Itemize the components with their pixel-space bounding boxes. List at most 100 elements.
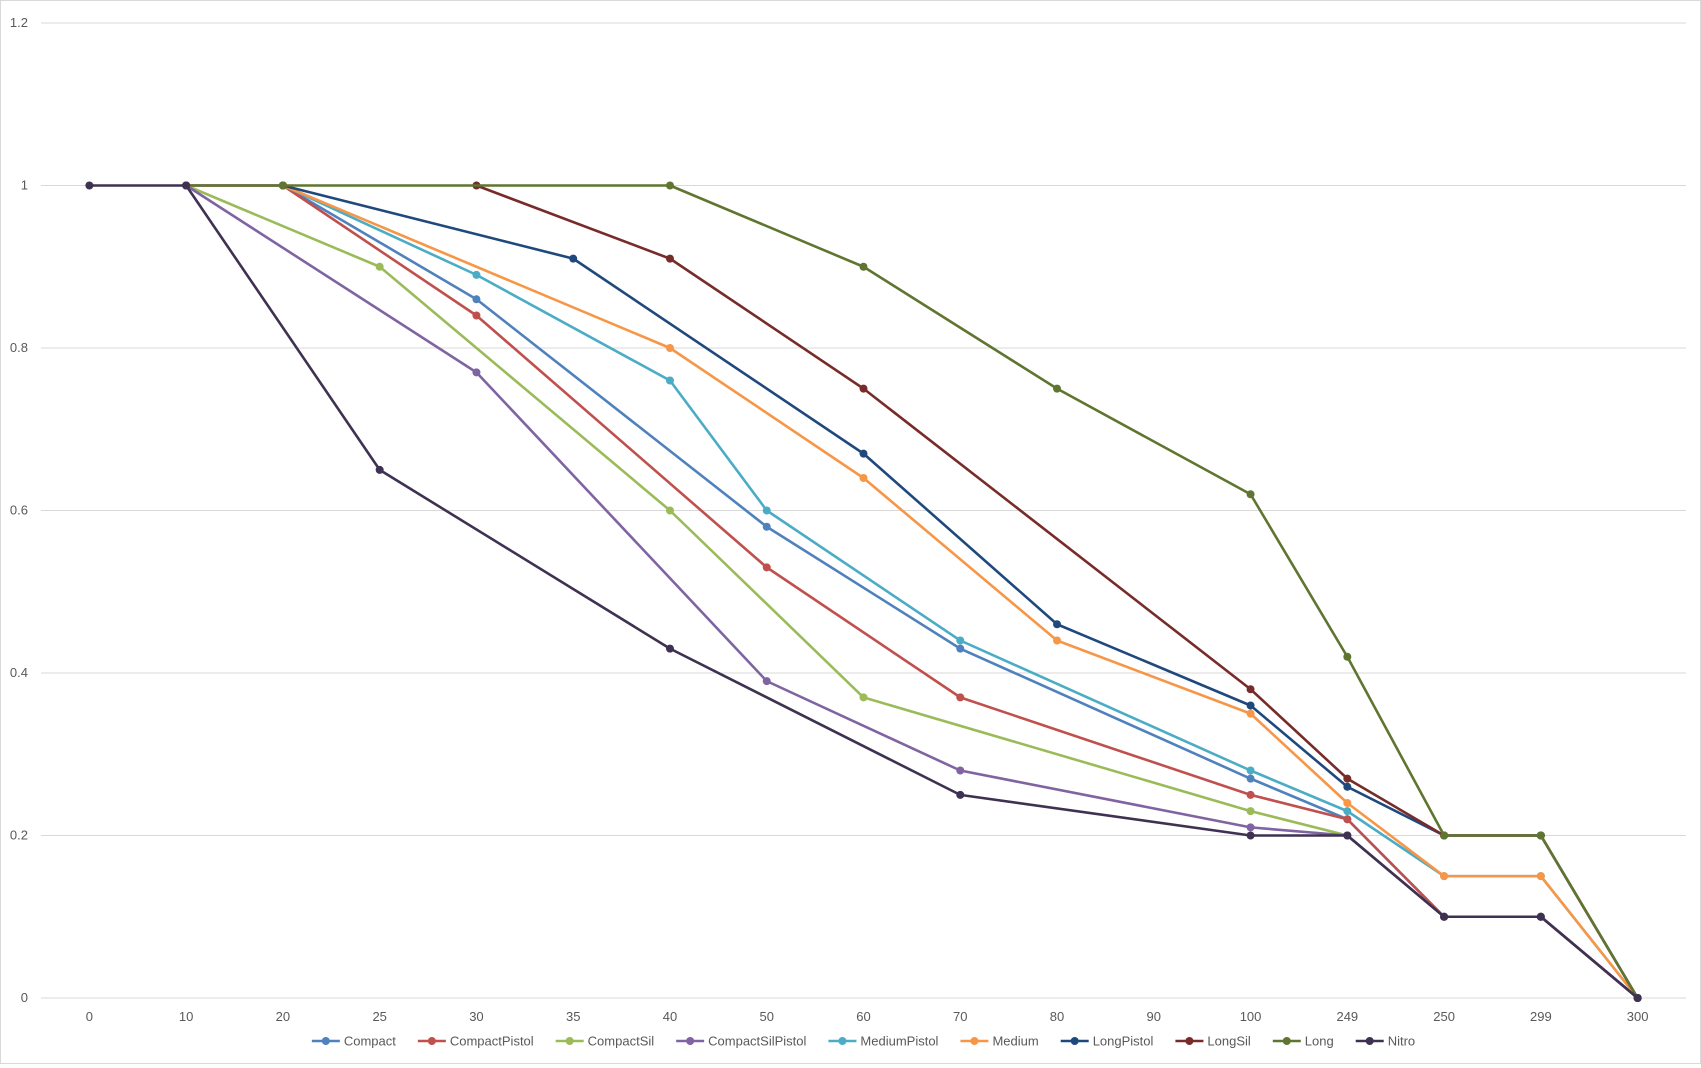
data-point-CompactSilPistol-2 — [762, 677, 771, 686]
series-line-Nitro — [89, 184, 1639, 999]
legend-item-Compact: Compact — [311, 1034, 396, 1049]
data-point-LongPistol-1 — [569, 254, 578, 263]
data-point-LongPistol-5 — [1343, 782, 1352, 791]
data-point-LongSil-4 — [1343, 774, 1352, 783]
legend-marker-swatch — [1282, 1037, 1291, 1045]
data-point-Compact-2 — [472, 295, 481, 304]
data-point-CompactPistol-3 — [762, 563, 771, 572]
data-point-Long-7 — [1440, 831, 1449, 840]
legend-marker-swatch — [1070, 1037, 1079, 1045]
legend-marker-swatch — [1365, 1037, 1374, 1045]
x-axis-tick-labels: 0 10 20 25 30 35 40 50 60 70 80 90 100 249 250 299 300 — [86, 1009, 1649, 1024]
series-line-CompactPistol — [186, 184, 1639, 999]
data-point-Nitro-5 — [1246, 831, 1255, 840]
y-tick-label: 0.2 — [10, 828, 28, 843]
legend-item-Nitro: Nitro — [1355, 1034, 1415, 1049]
series-line-CompactSilPistol — [185, 184, 1639, 999]
data-point-Compact-5 — [1246, 774, 1255, 783]
series-Nitro — [85, 181, 1642, 1002]
series-CompactPistol — [182, 181, 1642, 1002]
series-line-Compact — [186, 184, 1639, 999]
legend-item-Long: Long — [1272, 1034, 1334, 1049]
legend-marker-swatch — [838, 1037, 847, 1045]
data-point-CompactPistol-5 — [1246, 790, 1255, 799]
data-point-Medium-5 — [1343, 799, 1352, 807]
legend-item-CompactPistol: CompactPistol — [417, 1034, 534, 1049]
data-point-Medium-1 — [665, 344, 674, 352]
data-point-Long-1 — [278, 181, 287, 190]
legend-marker-swatch — [686, 1037, 695, 1045]
x-tick-label: 70 — [953, 1009, 967, 1024]
legend-label: CompactSilPistol — [708, 1034, 806, 1049]
y-tick-label: 0.8 — [10, 340, 28, 355]
series-line-CompactSil — [185, 184, 1639, 999]
data-point-LongSil-3 — [1246, 685, 1255, 694]
legend-label: CompactPistol — [450, 1034, 534, 1049]
data-point-CompactPistol-6 — [1343, 815, 1352, 824]
legend-label: LongPistol — [1093, 1034, 1154, 1049]
series-Compact — [182, 181, 1642, 1002]
x-tick-label: 90 — [1147, 1009, 1161, 1024]
x-tick-label: 30 — [469, 1009, 483, 1024]
x-tick-label: 300 — [1627, 1009, 1649, 1024]
data-point-Nitro-8 — [1536, 912, 1545, 921]
series-CompactSilPistol — [182, 181, 1642, 1002]
data-point-CompactPistol-2 — [472, 311, 481, 320]
data-point-Nitro-3 — [665, 644, 674, 653]
legend-marker-swatch — [427, 1037, 436, 1045]
series-LongSil — [472, 181, 1642, 1002]
data-point-MediumPistol-2 — [665, 376, 674, 385]
x-tick-label: 100 — [1240, 1009, 1262, 1024]
data-point-Long-3 — [859, 262, 868, 271]
series-CompactSil — [182, 181, 1642, 1002]
data-point-CompactSil-3 — [859, 693, 868, 702]
data-point-Medium-7 — [1536, 872, 1545, 881]
legend-marker-swatch — [970, 1037, 979, 1045]
y-tick-label: 1.2 — [10, 15, 28, 30]
data-point-Nitro-0 — [85, 181, 94, 190]
x-tick-label: 299 — [1530, 1009, 1552, 1024]
legend-label: LongSil — [1207, 1034, 1250, 1049]
data-point-Medium-3 — [1053, 636, 1062, 645]
y-tick-label: 1 — [21, 178, 28, 193]
data-point-CompactSil-2 — [665, 506, 674, 515]
data-point-LongPistol-2 — [859, 449, 868, 458]
data-point-Nitro-7 — [1440, 912, 1449, 921]
legend-item-MediumPistol: MediumPistol — [828, 1034, 939, 1049]
legend-marker-swatch — [1185, 1037, 1194, 1045]
legend-marker-swatch — [321, 1037, 330, 1045]
data-point-MediumPistol-4 — [956, 636, 965, 645]
data-point-Long-4 — [1053, 384, 1062, 393]
data-point-CompactSil-4 — [1246, 807, 1255, 816]
series-Long — [182, 181, 1642, 1002]
data-point-MediumPistol-3 — [762, 506, 771, 515]
data-point-Medium-6 — [1440, 872, 1449, 881]
data-point-MediumPistol-5 — [1246, 766, 1255, 775]
legend-marker-swatch — [565, 1037, 574, 1045]
x-tick-label: 249 — [1336, 1009, 1358, 1024]
legend-item-CompactSil: CompactSil — [555, 1034, 655, 1049]
data-point-Long-6 — [1343, 652, 1352, 661]
x-tick-label: 0 — [86, 1009, 93, 1024]
data-point-LongPistol-3 — [1053, 620, 1062, 629]
legend-label: Long — [1305, 1034, 1334, 1049]
legend-label: CompactSil — [588, 1034, 655, 1049]
series-line-Long — [186, 184, 1639, 999]
y-tick-label: 0 — [21, 990, 28, 1005]
legend-label: Nitro — [1388, 1034, 1415, 1049]
data-point-Long-8 — [1536, 831, 1545, 840]
data-point-CompactSil-1 — [375, 262, 384, 271]
x-tick-label: 80 — [1050, 1009, 1064, 1024]
x-tick-label: 20 — [276, 1009, 290, 1024]
legend-item-LongPistol: LongPistol — [1060, 1034, 1154, 1049]
data-point-Compact-3 — [762, 522, 771, 531]
data-point-Long-2 — [665, 181, 674, 190]
x-tick-label: 50 — [760, 1009, 774, 1024]
x-tick-label: 35 — [566, 1009, 580, 1024]
x-tick-label: 40 — [663, 1009, 677, 1024]
data-point-Nitro-2 — [375, 465, 384, 474]
data-point-Compact-4 — [956, 644, 965, 653]
data-point-MediumPistol-1 — [472, 270, 481, 279]
gridlines — [41, 22, 1686, 999]
